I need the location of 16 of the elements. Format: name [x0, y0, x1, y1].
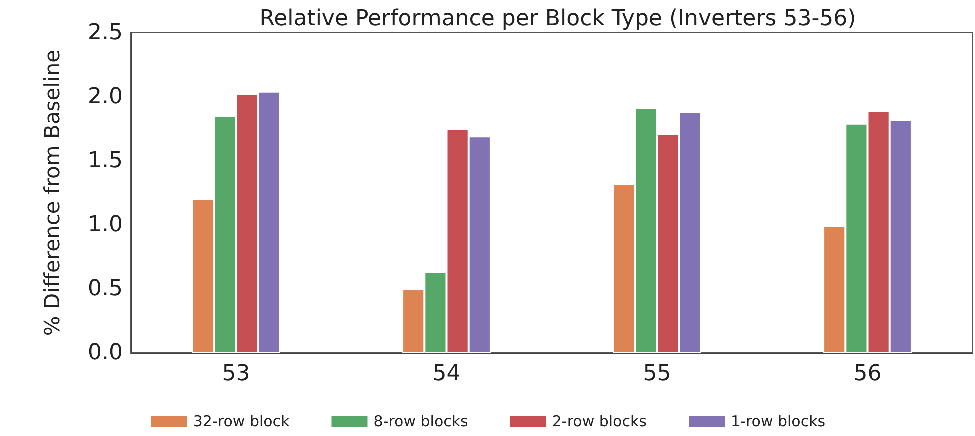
x-tick-label: 54 — [432, 362, 461, 386]
legend-label: 2-row blocks — [552, 412, 648, 430]
y-tick-label: 2.5 — [88, 20, 123, 46]
y-tick-label: 0.5 — [88, 276, 123, 302]
y-axis-title: % Difference from Baseline — [40, 50, 64, 336]
legend-label: 8-row blocks — [374, 412, 469, 430]
y-tick-label: 1.0 — [88, 212, 123, 238]
legend-label: 32-row block — [193, 412, 290, 430]
x-tick-label: 56 — [854, 362, 882, 386]
chart-title: Relative Performance per Block Type (Inverters 53-56) — [260, 6, 856, 32]
y-tick-label: 1.5 — [88, 148, 123, 174]
y-tick-label: 2.0 — [88, 84, 123, 110]
x-tick-label: 55 — [643, 362, 672, 386]
y-tick-label: 0.0 — [88, 340, 123, 366]
x-tick-label: 53 — [222, 362, 250, 386]
legend-label: 1-row blocks — [730, 412, 826, 430]
